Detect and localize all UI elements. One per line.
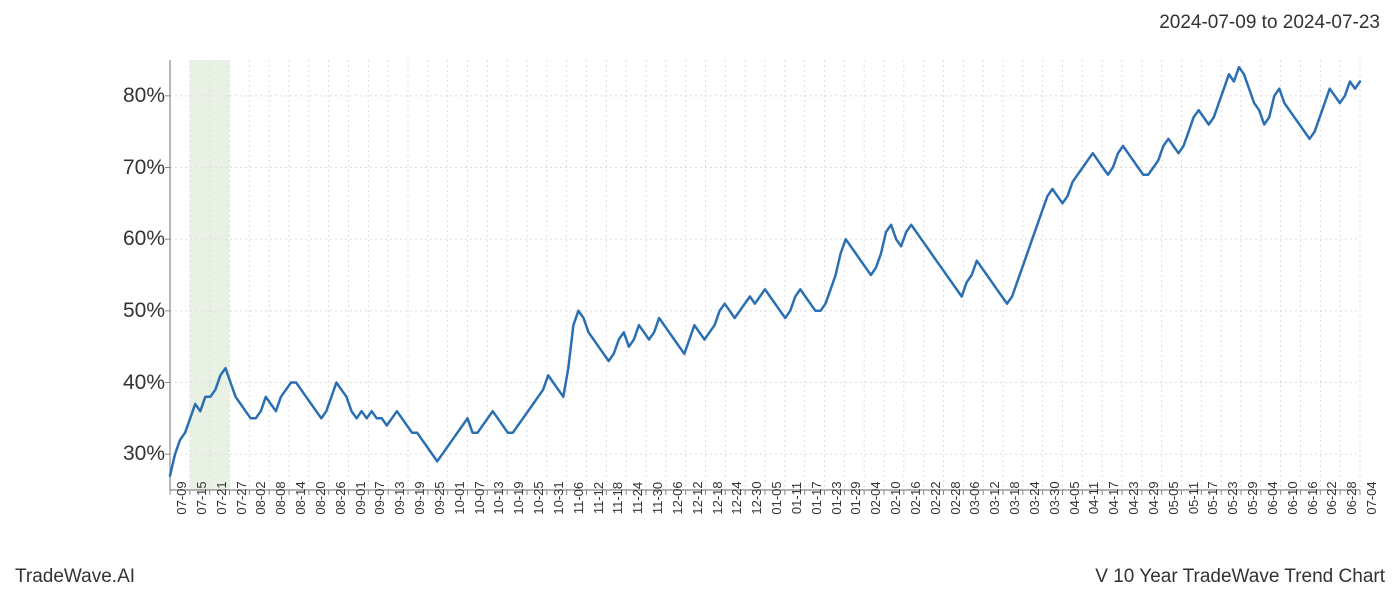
x-tick-label: 12-18 [710, 481, 725, 514]
x-tick-label: 01-11 [789, 482, 804, 514]
x-tick-label: 04-05 [1067, 481, 1082, 514]
brand-label: TradeWave.AI [15, 566, 135, 588]
x-tick-label: 06-28 [1344, 481, 1359, 514]
x-tick-label: 03-06 [967, 481, 982, 514]
x-tick-label: 11-06 [571, 482, 586, 514]
x-tick-label: 02-22 [928, 481, 943, 514]
x-tick-label: 12-06 [670, 481, 685, 514]
x-tick-label: 03-30 [1047, 481, 1062, 514]
x-tick-label: 06-10 [1285, 481, 1300, 514]
x-tick-label: 02-16 [908, 481, 923, 514]
x-tick-label: 08-14 [293, 481, 308, 514]
x-tick-label: 02-28 [948, 481, 963, 514]
x-tick-label: 04-11 [1086, 482, 1101, 514]
x-tick-label: 07-15 [194, 481, 209, 514]
x-tick-label: 05-23 [1225, 481, 1240, 514]
y-tick-label: 30% [123, 442, 165, 466]
x-tick-label: 05-11 [1186, 482, 1201, 514]
x-tick-label: 10-31 [551, 481, 566, 514]
x-tick-label: 02-04 [868, 481, 883, 514]
x-tick-label: 11-30 [650, 482, 665, 514]
y-axis: 30% 40% 50% 60% 70% 80% [95, 60, 165, 490]
x-tick-label: 08-20 [313, 481, 328, 514]
x-tick-label: 01-17 [809, 481, 824, 514]
x-tick-label: 08-02 [253, 481, 268, 514]
x-tick-label: 11-24 [630, 482, 645, 514]
x-tick-label: 07-04 [1364, 481, 1379, 514]
x-tick-label: 09-01 [353, 481, 368, 514]
x-tick-label: 01-29 [848, 481, 863, 514]
x-tick-label: 07-21 [214, 481, 229, 514]
y-tick-label: 40% [123, 371, 165, 395]
x-tick-label: 12-12 [690, 481, 705, 514]
y-tick-label: 70% [123, 156, 165, 180]
x-tick-label: 04-23 [1126, 481, 1141, 514]
x-tick-label: 01-23 [829, 481, 844, 514]
x-tick-label: 01-05 [769, 481, 784, 514]
x-tick-label: 10-07 [472, 481, 487, 514]
x-tick-label: 04-29 [1146, 481, 1161, 514]
x-tick-label: 12-24 [729, 481, 744, 514]
date-range-label: 2024-07-09 to 2024-07-23 [1159, 12, 1380, 34]
x-tick-label: 11-12 [591, 482, 606, 514]
x-tick-label: 08-26 [333, 481, 348, 514]
y-tick-label: 80% [123, 84, 165, 108]
chart-plot-area [170, 60, 1360, 490]
x-tick-label: 06-04 [1265, 481, 1280, 514]
x-tick-label: 03-12 [987, 481, 1002, 514]
chart-container: 2024-07-09 to 2024-07-23 30% 40% 50% 60% 70%… [0, 0, 1400, 600]
x-tick-label: 09-13 [392, 481, 407, 514]
x-tick-label: 08-08 [273, 481, 288, 514]
x-tick-label: 06-22 [1324, 481, 1339, 514]
x-tick-label: 10-01 [452, 481, 467, 514]
x-tick-label: 10-13 [491, 481, 506, 514]
x-tick-label: 10-19 [511, 481, 526, 514]
x-tick-label: 03-18 [1007, 481, 1022, 514]
x-axis: 07-0907-1507-2107-2708-0208-0808-1408-20… [170, 492, 1360, 562]
x-tick-label: 07-27 [234, 481, 249, 514]
x-tick-label: 04-17 [1106, 481, 1121, 514]
x-tick-label: 02-10 [888, 481, 903, 514]
x-tick-label: 09-25 [432, 481, 447, 514]
x-tick-label: 10-25 [531, 481, 546, 514]
x-tick-label: 06-16 [1305, 481, 1320, 514]
x-tick-label: 11-18 [610, 482, 625, 514]
x-tick-label: 12-30 [749, 481, 764, 514]
x-tick-label: 09-19 [412, 481, 427, 514]
y-tick-label: 50% [123, 299, 165, 323]
x-tick-label: 09-07 [372, 481, 387, 514]
chart-svg [170, 60, 1360, 490]
x-tick-label: 05-17 [1205, 481, 1220, 514]
x-tick-label: 05-29 [1245, 481, 1260, 514]
y-tick-label: 60% [123, 227, 165, 251]
x-tick-label: 05-05 [1166, 481, 1181, 514]
x-tick-label: 03-24 [1027, 481, 1042, 514]
chart-title: V 10 Year TradeWave Trend Chart [1095, 566, 1385, 588]
x-tick-label: 07-09 [174, 481, 189, 514]
